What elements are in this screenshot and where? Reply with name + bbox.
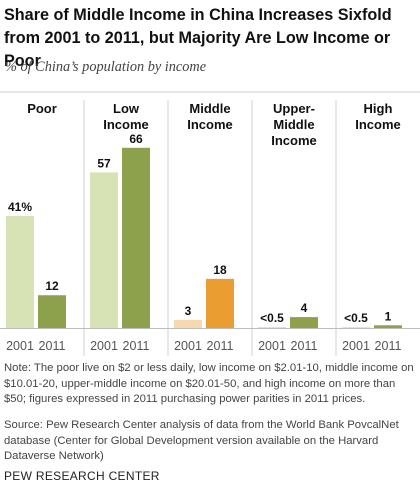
data-label: <0.5 [260, 311, 284, 325]
category-label: High Income [355, 101, 401, 132]
credit-label: PEW RESEARCH CENTER [4, 469, 160, 483]
x-tick-label: 2001 [258, 339, 286, 353]
bar [90, 172, 118, 328]
x-tick-label: 2011 [291, 339, 318, 353]
data-label: 1 [385, 309, 392, 323]
x-tick-label: 2011 [123, 339, 150, 353]
data-label: 57 [97, 156, 111, 170]
x-tick-label: 2001 [342, 339, 370, 353]
category-label: Upper-Middle Income [271, 101, 317, 148]
x-tick-label: 2011 [375, 339, 402, 353]
category-label: Poor [27, 101, 57, 116]
x-tick-label: 2001 [90, 339, 118, 353]
data-label: 66 [129, 132, 143, 146]
bar-chart: Poor 41% 2001 12 2011 Low Income 57 2001 66 2011 Mi… [0, 91, 420, 356]
bar [38, 295, 66, 328]
data-label: 41% [8, 200, 32, 214]
x-tick-label: 2011 [39, 339, 66, 353]
category-label: Middle Income [187, 101, 233, 132]
data-label: <0.5 [344, 311, 368, 325]
bar [342, 327, 370, 328]
data-label: 4 [301, 301, 308, 315]
data-label: 12 [45, 279, 59, 293]
x-tick-label: 2001 [174, 339, 202, 353]
category-label: Low Income [103, 101, 149, 132]
bar [6, 216, 34, 328]
bar [122, 147, 150, 328]
bar [290, 317, 318, 328]
chart-note: Note: The poor live on $2 or less daily,… [4, 362, 414, 405]
bar [206, 278, 234, 328]
bar [258, 327, 286, 328]
data-label: 18 [213, 263, 227, 277]
bar [374, 325, 402, 328]
x-tick-label: 2001 [6, 339, 34, 353]
chart-subtitle: % of China’s population by income [5, 59, 207, 75]
chart-source: Source: Pew Research Center analysis of … [4, 419, 399, 462]
chart-title: Share of Middle Income in China Increase… [4, 6, 392, 70]
x-tick-label: 2011 [207, 339, 234, 353]
data-label: 3 [185, 304, 192, 318]
bar [174, 319, 202, 328]
